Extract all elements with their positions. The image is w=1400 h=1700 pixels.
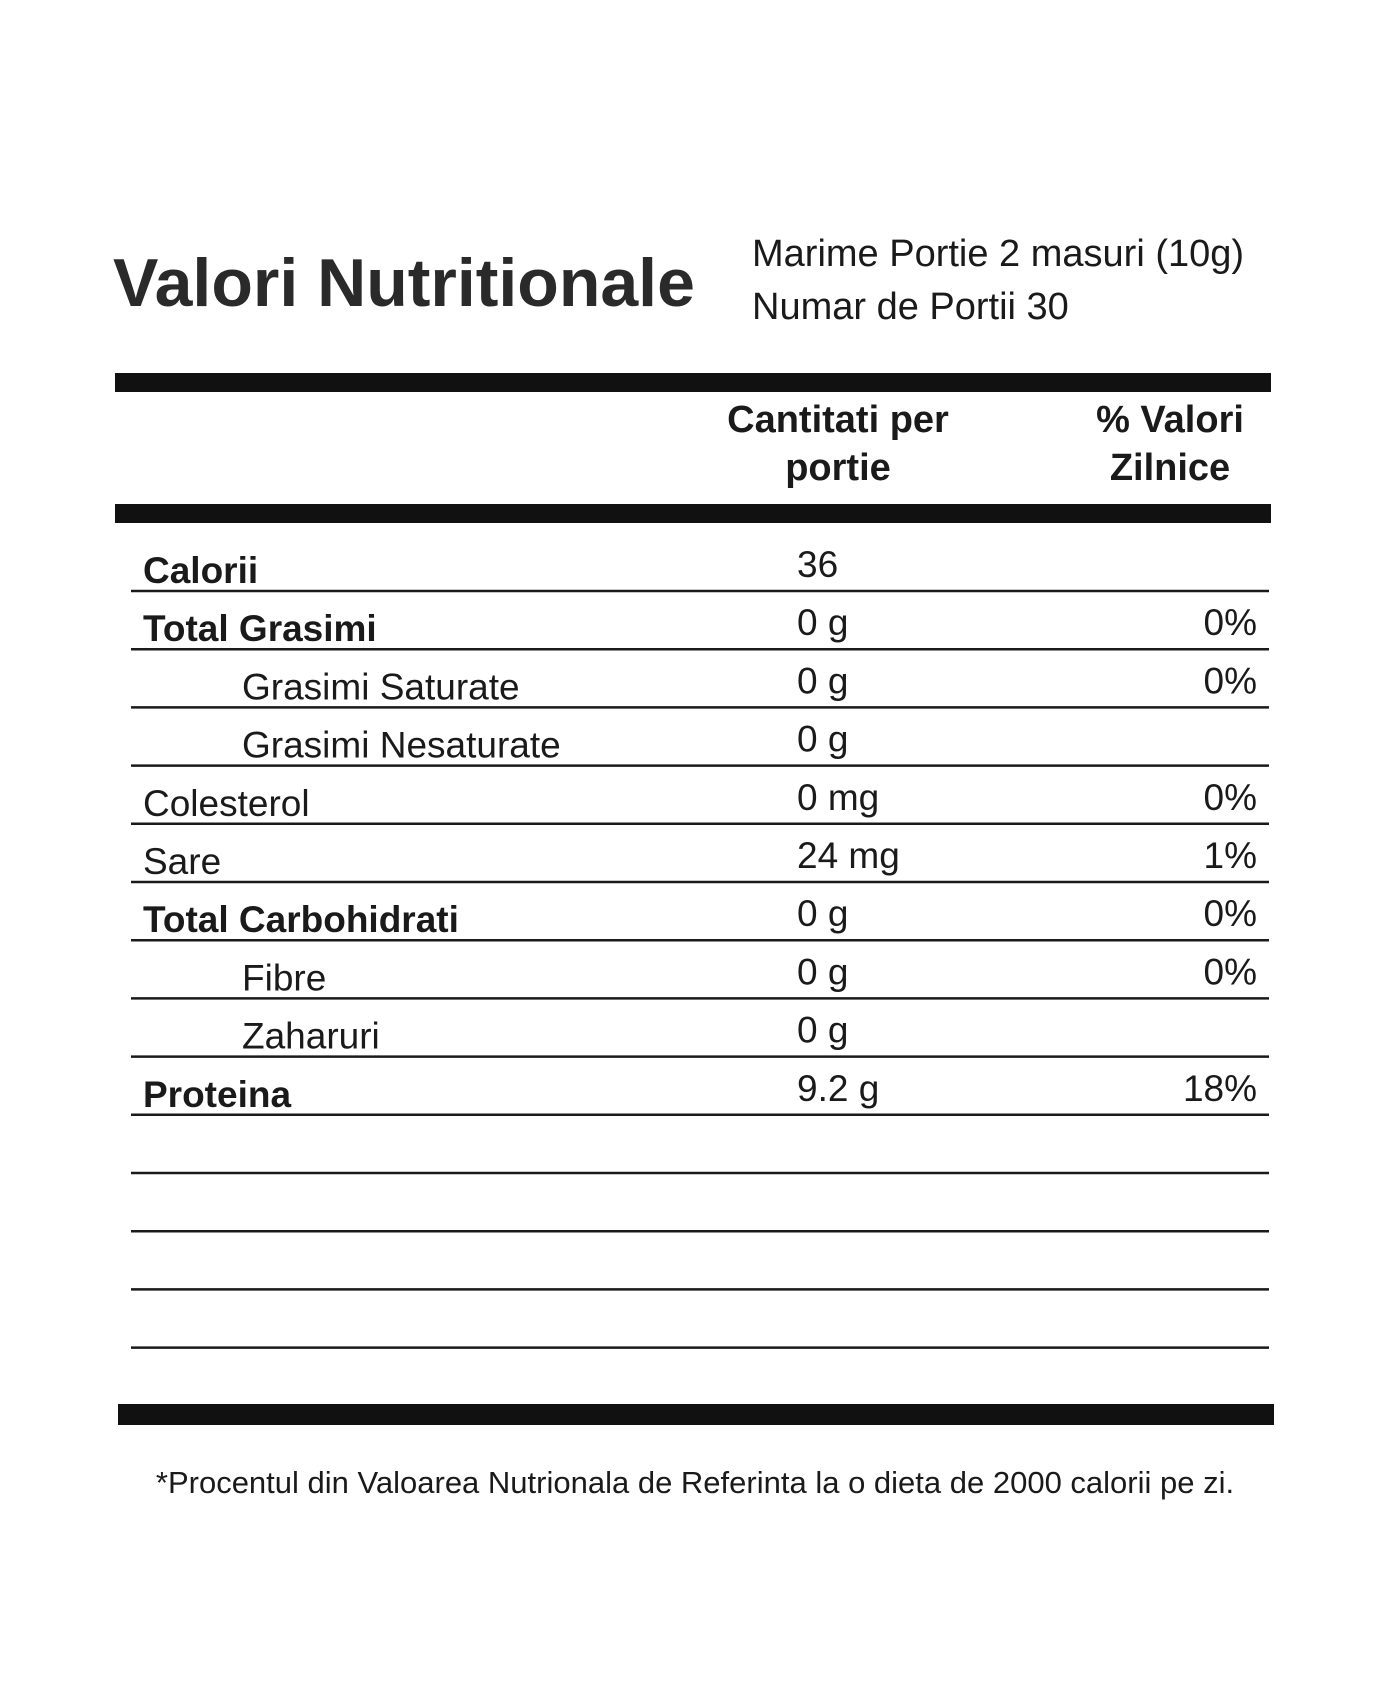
daily-value: 1% [1204, 835, 1257, 876]
title: Valori Nutritionale [113, 245, 695, 321]
column-header: Cantitati per portie [727, 399, 949, 489]
amount: 0 mg [797, 777, 879, 818]
serving-size: Marime Portie 2 masuri (10g) [752, 233, 1244, 275]
nutrient-name: Grasimi Nesaturate [242, 725, 561, 766]
nutrient-name: Colesterol [143, 783, 310, 824]
daily-value: 0% [1204, 660, 1257, 701]
bottom-bar [118, 1404, 1274, 1425]
amount: 24 mg [797, 835, 900, 876]
top-bar [115, 373, 1271, 392]
footnote: *Procentul din Valoarea Nutrionala de Re… [156, 1465, 1234, 1500]
header-bar [115, 504, 1271, 523]
nutrient-name: Total Grasimi [143, 608, 377, 649]
amount: 9.2 g [797, 1068, 879, 1109]
daily-value: 0% [1204, 777, 1257, 818]
amount: 0 g [797, 660, 848, 701]
amount: 36 [797, 544, 838, 585]
daily-value: 0% [1204, 951, 1257, 992]
column-header: % Valori Zilnice [1096, 399, 1244, 489]
nutrient-name: Fibre [242, 957, 326, 998]
nutrient-name: Zaharuri [242, 1016, 380, 1057]
daily-value: 0% [1204, 893, 1257, 934]
rows: Calorii 36 Total Grasimi 0 g 0% Grasimi Satur… [131, 544, 1269, 1349]
daily-value: 0% [1204, 602, 1257, 643]
nutrient-name: Grasimi Saturate [242, 666, 520, 707]
amount: 0 g [797, 602, 848, 643]
nutrient-name: Sare [143, 841, 221, 882]
amount: 0 g [797, 951, 848, 992]
nutrient-name: Proteina [143, 1074, 291, 1115]
nutrient-name: Calorii [143, 550, 258, 591]
nutrient-name: Total Carbohidrati [143, 899, 459, 940]
amount: 0 g [797, 893, 848, 934]
servings: Numar de Portii 30 [752, 286, 1069, 328]
amount: 0 g [797, 1010, 848, 1051]
daily-value: 18% [1183, 1068, 1257, 1109]
amount: 0 g [797, 719, 848, 760]
